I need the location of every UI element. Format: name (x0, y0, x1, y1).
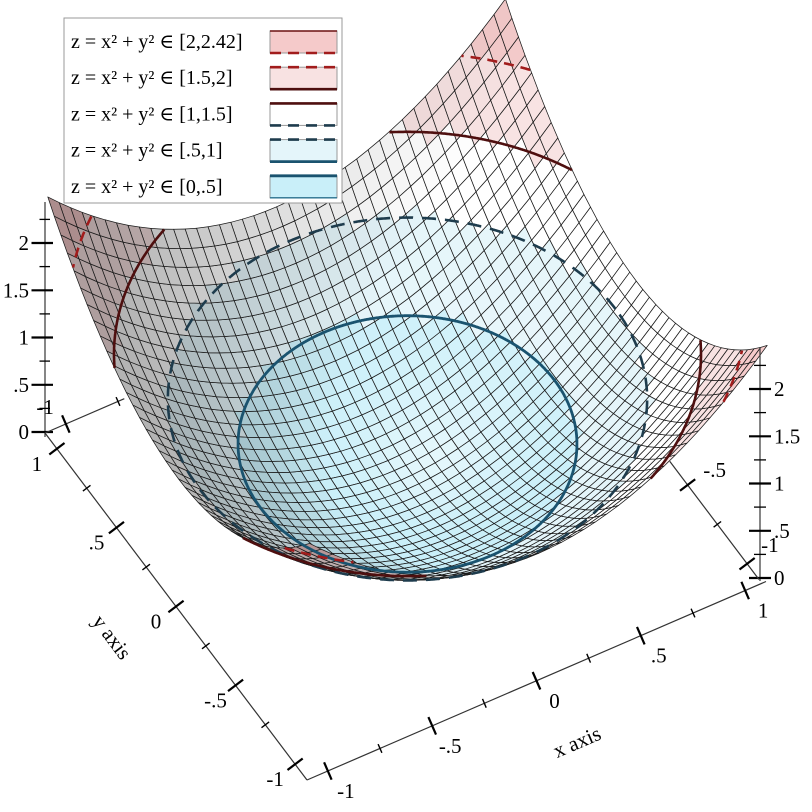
x-axis-title: x axis (549, 721, 604, 763)
contour-line-z-0.5 (236, 314, 579, 574)
y-axis-tick-label: .5 (89, 531, 105, 555)
legend-entry-label: z = x² + y² ∈ [1,1.5] (71, 103, 233, 125)
y-axis-minor-tick (141, 563, 151, 571)
z-axis-left-tick-label: 1.5 (3, 278, 29, 302)
z-axis-left-tick-label: .5 (13, 373, 29, 397)
y-axis-rear-minor-tick (713, 520, 722, 528)
legend-entry-label: z = x² + y² ∈ [1.5,2] (71, 67, 233, 89)
legend-swatch (269, 102, 338, 126)
z-axis-left-tick-label: 2 (19, 231, 30, 255)
contour-line-z-2 (461, 54, 531, 72)
z-axis-right-tick-label: 1 (774, 472, 785, 496)
x-axis-tick (531, 671, 542, 690)
y-axis-minor-tick (261, 721, 270, 729)
contour-lines (71, 54, 744, 582)
y-axis-tick-label: 0 (151, 610, 162, 634)
x-axis-tick (740, 581, 750, 600)
x-axis-tick-label: -.5 (439, 734, 462, 758)
z-axis-left-tick-label: 0 (19, 420, 30, 444)
legend-entry-label: z = x² + y² ∈ [.5,1] (71, 140, 223, 162)
y-axis-tick (227, 678, 244, 692)
x-axis-rear-tick (61, 414, 71, 434)
y-axis-tick-label: 1 (32, 452, 43, 476)
y-axis-minor-tick (82, 484, 91, 492)
y-axis-tick (286, 757, 304, 771)
z-axis-left-tick-label: 1 (19, 326, 30, 350)
x-axis-tick-label: .5 (651, 644, 667, 668)
y-axis-rear (669, 461, 760, 580)
contour-line-z-2 (71, 215, 93, 268)
x-axis-tick-label: 0 (549, 689, 560, 713)
y-axis-title: y axis (87, 610, 136, 664)
legend-entry-label: z = x² + y² ∈ [2,2.42] (71, 31, 243, 53)
legend-swatch (269, 175, 338, 199)
y-axis-tick (167, 599, 185, 614)
x-axis-rear (44, 398, 125, 434)
x-axis-rear-tick-label: -1 (36, 395, 54, 419)
x-axis-minor-tick (481, 698, 487, 708)
legend-swatch (269, 66, 338, 90)
x-axis-minor-tick (377, 743, 383, 754)
x-axis-rear-minor-tick (115, 396, 121, 407)
legend-swatch (269, 139, 338, 163)
contour-line-z-2 (284, 546, 354, 564)
y-axis-rear-tick (738, 557, 756, 571)
x-axis-tick-label: -1 (337, 779, 355, 803)
z-axis-right-tick-label: 2 (774, 377, 785, 401)
axes: 0.511.520.511.521.50-.5-1 -1-.50.51-.5-1-… (3, 202, 800, 803)
z-axis-right-tick-label: .5 (774, 519, 790, 543)
contour-line-z-1 (166, 216, 649, 582)
y-axis-tick-label: -.5 (204, 688, 227, 712)
contour-line-z-1.5 (389, 130, 573, 172)
y-axis-rear-tick-label: -1 (761, 533, 779, 557)
z-axis-right-tick-label: 0 (774, 566, 785, 590)
x-axis-minor-tick (586, 653, 592, 663)
y-axis-tick (48, 442, 66, 456)
x-axis-tick (635, 626, 646, 645)
legend: z = x² + y² ∈ [2,2.42] z = x² + y² ∈ [1.5… (63, 17, 343, 204)
contour-line-z-1.5 (649, 340, 703, 480)
legend-swatch (269, 30, 338, 54)
x-axis-tick (323, 761, 333, 781)
x-axis-minor-tick (690, 608, 696, 618)
x-axis-tick (427, 716, 438, 736)
y-axis-tick-label: -1 (266, 767, 284, 791)
x-axis-tick-label: 1 (758, 599, 769, 623)
contour-line-z-1.5 (242, 536, 427, 578)
y-axis-rear-tick-label: -.5 (703, 458, 726, 482)
y-axis-minor-tick (201, 642, 211, 650)
y-axis-rear-tick (679, 478, 696, 492)
z-axis-right-tick-label: 1.5 (774, 424, 800, 448)
contour-line-z-2 (722, 350, 744, 403)
legend-entry-label: z = x² + y² ∈ [0,.5] (71, 176, 223, 198)
contour-line-z-1.5 (112, 228, 166, 369)
y-axis-tick (108, 521, 125, 535)
